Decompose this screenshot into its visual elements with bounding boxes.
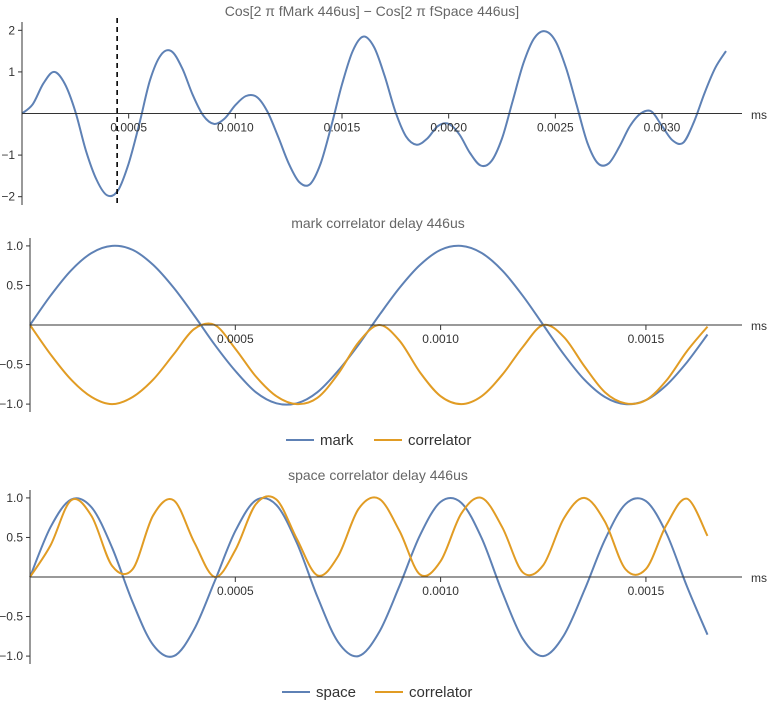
x-axis-unit: ms bbox=[751, 571, 767, 585]
y-tick-label: 1 bbox=[8, 65, 15, 79]
x-tick-label: 0.0010 bbox=[422, 584, 459, 598]
x-tick-label: 0.0005 bbox=[217, 332, 254, 346]
chart-space-correlator: space correlator delay 446us 0.0005 0.001… bbox=[0, 467, 767, 701]
x-tick-label: 0.0010 bbox=[217, 121, 254, 135]
x-tick-label: 0.0010 bbox=[422, 332, 459, 346]
legend: space correlator bbox=[282, 684, 472, 701]
x-axis-unit: ms bbox=[751, 108, 767, 122]
y-tick-label: −1 bbox=[1, 148, 15, 162]
x-tick-label: 0.0015 bbox=[628, 332, 665, 346]
y-tick-label: −0.5 bbox=[0, 610, 23, 624]
y-tick-label: 1.0 bbox=[6, 239, 23, 253]
y-tick-label: −0.5 bbox=[0, 358, 23, 372]
x-tick-label: 0.0005 bbox=[110, 121, 147, 135]
chart-title: space correlator delay 446us bbox=[288, 467, 468, 483]
x-tick-label: 0.0015 bbox=[628, 584, 665, 598]
chart-difference: Cos[2 π fMark 446us] − Cos[2 π fSpace 44… bbox=[1, 3, 767, 205]
legend-label-correlator: correlator bbox=[409, 684, 472, 701]
y-tick-label: −1.0 bbox=[0, 397, 23, 411]
legend: mark correlator bbox=[286, 432, 471, 449]
series-line-correlator bbox=[30, 323, 708, 404]
chart-mark-correlator: mark correlator delay 446us 0.0005 0.0010… bbox=[0, 215, 767, 449]
x-tick-label: 0.0020 bbox=[430, 121, 467, 135]
x-tick-label: 0.0025 bbox=[537, 121, 574, 135]
chart-title: mark correlator delay 446us bbox=[291, 215, 465, 231]
x-tick-label: 0.0030 bbox=[644, 121, 681, 135]
x-tick-label: 0.0015 bbox=[324, 121, 361, 135]
y-tick-label: −2 bbox=[1, 190, 15, 204]
x-tick-label: 0.0005 bbox=[217, 584, 254, 598]
y-tick-label: 2 bbox=[8, 23, 15, 37]
y-tick-label: 0.5 bbox=[6, 278, 23, 292]
legend-label-correlator: correlator bbox=[408, 432, 471, 449]
y-tick-label: 1.0 bbox=[6, 491, 23, 505]
y-tick-label: 0.5 bbox=[6, 530, 23, 544]
x-axis-unit: ms bbox=[751, 319, 767, 333]
legend-label-mark: mark bbox=[320, 432, 354, 449]
chart-title: Cos[2 π fMark 446us] − Cos[2 π fSpace 44… bbox=[225, 3, 519, 19]
y-tick-label: −1.0 bbox=[0, 649, 23, 663]
legend-label-space: space bbox=[316, 684, 356, 701]
